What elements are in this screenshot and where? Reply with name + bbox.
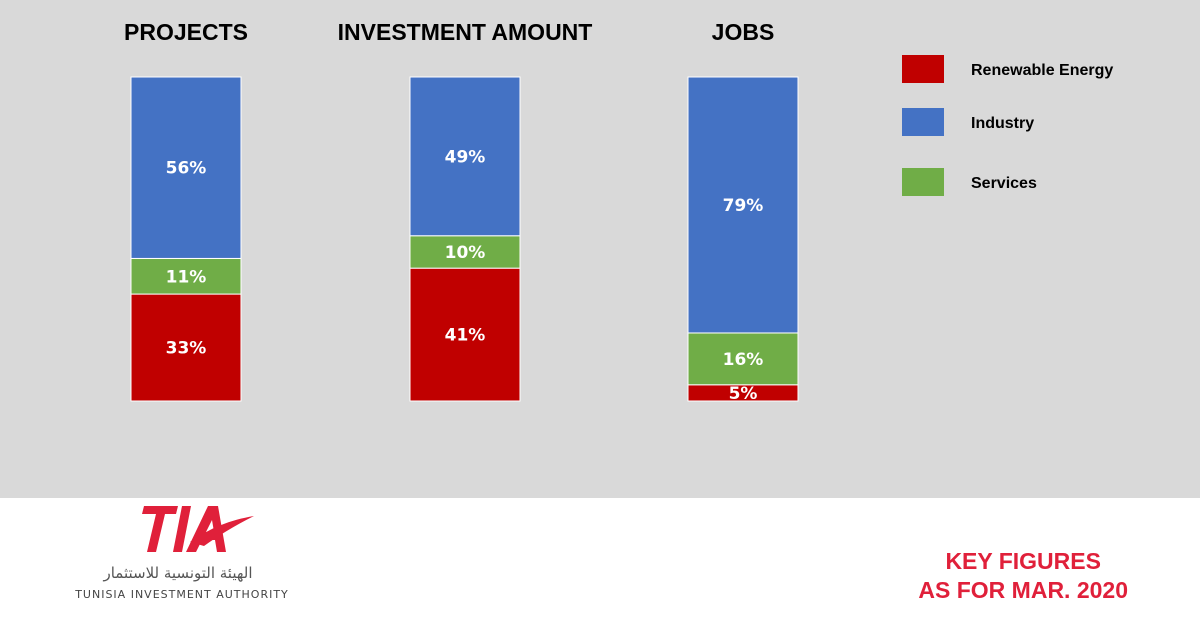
bar-projects-renewable-energy xyxy=(130,293,242,402)
bar-projects-industry xyxy=(130,76,242,259)
legend-swatch-services xyxy=(902,168,944,196)
legend-label-services: Services xyxy=(971,175,1037,192)
data-label-investment-amount-services: 10% xyxy=(445,243,486,263)
data-label-investment-amount-industry: 49% xyxy=(445,147,486,167)
data-label-jobs-services: 16% xyxy=(723,350,764,370)
key-figures-note: KEY FIGURES AS FOR MAR. 2020 xyxy=(918,547,1128,605)
column-title-investment-amount: INVESTMENT AMOUNT xyxy=(338,19,593,45)
bar-investment-amount-industry xyxy=(409,76,521,237)
bar-investment-amount-renewable-energy xyxy=(409,267,521,402)
data-label-projects-renewable-energy: 33% xyxy=(166,339,207,359)
data-label-jobs-renewable-energy: 5% xyxy=(729,384,758,404)
legend-label-renewable-energy: Renewable Energy xyxy=(971,62,1113,79)
logo-arabic-text: الهيئة التونسية للاستثمار xyxy=(103,564,253,582)
key-figures-line-2: AS FOR MAR. 2020 xyxy=(918,577,1128,603)
legend-swatch-renewable-energy xyxy=(902,55,944,83)
stacked-bar-chart: PROJECTS 33% 11% 56% INVESTMENT AMOUNT 41% 10%… xyxy=(124,19,1113,404)
legend-label-industry: Industry xyxy=(971,115,1034,132)
column-title-jobs: JOBS xyxy=(712,19,775,45)
key-figures-line-1: KEY FIGURES xyxy=(945,548,1101,574)
bar-investment-amount-services xyxy=(409,235,521,269)
data-label-projects-services: 11% xyxy=(166,267,207,287)
chart-area: PROJECTS 33% 11% 56% INVESTMENT AMOUNT 41% 10%… xyxy=(0,0,1200,498)
tia-logo-mark xyxy=(142,506,254,552)
tia-logo: الهيئة التونسية للاستثمار TUNISIA INVEST… xyxy=(70,502,300,612)
data-label-projects-industry: 56% xyxy=(166,159,207,179)
legend-swatch-industry xyxy=(902,108,944,136)
column-title-projects: PROJECTS xyxy=(124,19,248,45)
bar-jobs-industry xyxy=(687,76,799,334)
data-label-jobs-industry: 79% xyxy=(723,196,764,216)
bar-projects-services xyxy=(130,257,242,295)
data-label-investment-amount-renewable-energy: 41% xyxy=(445,326,486,346)
logo-english-text: TUNISIA INVESTMENT AUTHORITY xyxy=(75,588,289,601)
bar-jobs-services xyxy=(687,332,799,386)
